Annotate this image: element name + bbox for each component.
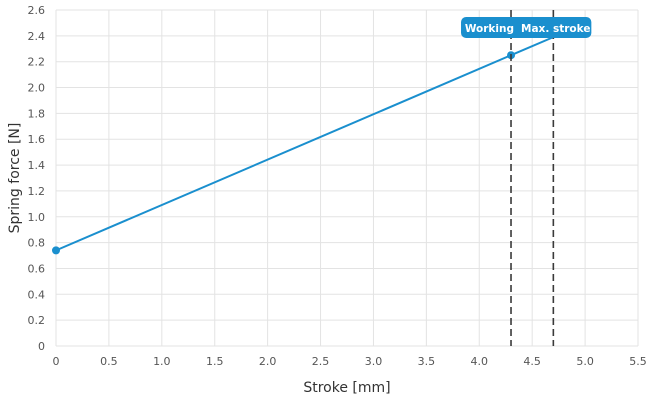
- x-tick-label: 1.5: [206, 355, 224, 368]
- x-tick-label: 4.5: [523, 355, 541, 368]
- x-tick-label: 0: [53, 355, 60, 368]
- x-axis-title: Stroke [mm]: [303, 380, 390, 396]
- x-tick-label: 2.5: [312, 355, 330, 368]
- y-tick-label: 0.2: [28, 314, 46, 327]
- y-tick-label: 0.6: [28, 262, 46, 275]
- x-axis-ticks: 0 0.5 1.0 1.5 2.0 2.5 3.0 3.5 4.0 4.5 5.0 5.5: [53, 355, 647, 368]
- y-tick-label: 0.8: [28, 237, 46, 250]
- y-tick-label: 1.0: [28, 211, 46, 224]
- marker-label-max-stroke: Max. stroke: [521, 23, 590, 35]
- y-tick-label: 1.6: [28, 133, 46, 146]
- marker-label-working: Working: [465, 23, 514, 35]
- y-axis-ticks: 0 0.2 0.4 0.6 0.8 1.0 1.2 1.4 1.6 1.8 2.0 2.2 2.4 2.6: [28, 4, 46, 353]
- x-tick-label: 3.0: [365, 355, 383, 368]
- data-point: [52, 246, 60, 255]
- grid: [55, 9, 639, 347]
- y-tick-label: 2.0: [28, 82, 46, 95]
- series-line: [55, 36, 554, 252]
- x-tick-label: 5.5: [629, 355, 647, 368]
- x-tick-label: 0.5: [100, 355, 118, 368]
- y-tick-label: 1.2: [28, 185, 46, 198]
- y-tick-label: 2.6: [28, 4, 46, 17]
- x-tick-label: 1.0: [153, 355, 171, 368]
- marker-labels: Working Max. stroke: [461, 17, 592, 38]
- y-axis-title: Spring force [N]: [7, 123, 23, 234]
- x-tick-label: 3.5: [418, 355, 436, 368]
- x-tick-label: 4.0: [471, 355, 489, 368]
- series: [52, 36, 554, 255]
- markers: [510, 10, 555, 346]
- y-tick-label: 0: [38, 340, 45, 353]
- y-tick-label: 1.8: [28, 107, 46, 120]
- y-tick-label: 2.2: [28, 56, 46, 69]
- marker-label-badge: [461, 17, 592, 38]
- y-tick-label: 1.4: [28, 159, 46, 172]
- x-tick-label: 2.0: [259, 355, 277, 368]
- x-tick-label: 5.0: [576, 355, 594, 368]
- y-tick-label: 2.4: [28, 30, 46, 43]
- y-tick-label: 0.4: [28, 288, 46, 301]
